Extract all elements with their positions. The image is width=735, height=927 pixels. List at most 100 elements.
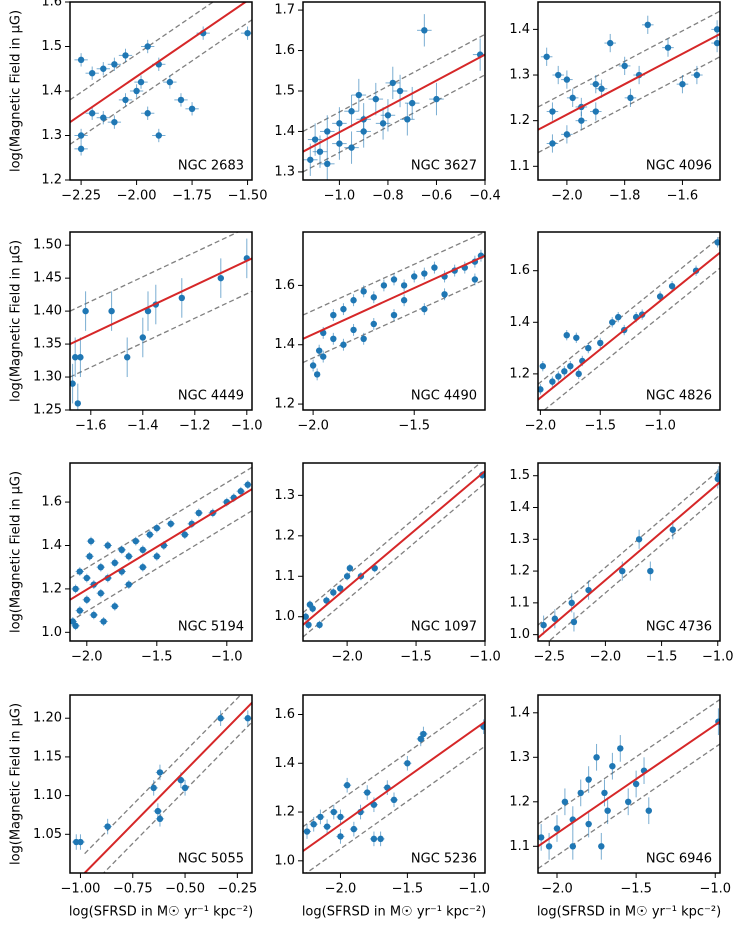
point (111, 61, 118, 68)
band-upper (303, 696, 485, 828)
panel: −1.6 −1.4 −1.2 −1.0 1.25 1.30 1.35 1.40 1.45 1.50… (9, 231, 263, 434)
galaxy-label: NGC 3627 (411, 159, 477, 174)
point (97, 590, 105, 597)
fit-line (70, 488, 252, 601)
y-tick-label: 1.35 (33, 337, 62, 352)
point (404, 116, 411, 123)
point (146, 531, 153, 538)
plot-area (303, 696, 485, 873)
y-axis-label: log(Magnetic Field in μG) (9, 10, 24, 172)
point (177, 776, 185, 784)
point (343, 573, 351, 580)
plot-area (70, 2, 252, 156)
y-tick-label: 1.2 (509, 794, 530, 809)
x-tick-label: −1.75 (172, 189, 212, 204)
point (150, 784, 157, 792)
y-tick-label: 1.6 (274, 707, 295, 722)
point (125, 581, 132, 588)
point (137, 78, 145, 86)
fit-line (303, 721, 485, 852)
point (315, 347, 323, 354)
galaxy-label: NGC 4096 (646, 159, 712, 174)
point (153, 524, 160, 532)
point (111, 118, 118, 126)
point (77, 132, 85, 139)
point (621, 62, 628, 70)
point (577, 789, 584, 797)
point (181, 784, 189, 792)
panel: −2.0 −1.5 −1.0 1.0 1.2 1.4 1.6 NGC 5194 log(Magn… (9, 462, 253, 665)
point (83, 596, 91, 603)
point (76, 607, 84, 614)
band-upper (538, 698, 720, 825)
band-upper (303, 463, 482, 614)
point (379, 120, 387, 127)
point (156, 769, 164, 776)
point (320, 353, 327, 360)
y-tick-label: 1.20 (33, 711, 62, 726)
point (555, 71, 562, 79)
point (244, 715, 252, 722)
band-upper (538, 10, 720, 108)
point (585, 586, 592, 594)
point (619, 567, 626, 575)
y-tick-label: 1.4 (41, 538, 62, 553)
x-tick-label: −1.5 (646, 650, 678, 665)
galaxy-label: NGC 6946 (646, 852, 712, 867)
point (244, 29, 251, 37)
point (607, 39, 614, 47)
point (111, 559, 119, 567)
point (431, 264, 438, 271)
galaxy-label: NGC 5236 (411, 852, 477, 867)
x-axis-label: log(SFRSD in M☉ yr⁻¹ kpc⁻²) (69, 905, 253, 920)
x-tick-label: −1.5 (584, 419, 616, 434)
point (668, 282, 676, 290)
plot-area (303, 14, 485, 180)
band-lower (538, 743, 720, 870)
point (311, 136, 319, 143)
point (609, 763, 616, 770)
y-tick-label: 1.6 (41, 0, 62, 10)
y-axis-label: log(Magnetic Field in μG) (9, 471, 24, 633)
point (323, 823, 331, 830)
point (390, 276, 398, 283)
point (543, 53, 550, 60)
x-tick-label: −1.0 (699, 882, 731, 897)
point (563, 76, 571, 83)
point (139, 563, 146, 571)
band-lower (102, 721, 252, 873)
point (77, 838, 84, 846)
point (77, 354, 84, 361)
x-tick-label: −1.5 (141, 650, 173, 665)
point (645, 807, 652, 814)
x-tick-label: −1.0 (469, 650, 501, 665)
point (77, 56, 85, 64)
point (348, 108, 355, 115)
point (364, 789, 371, 796)
plot-area (72, 695, 252, 873)
y-axis-label: log(Magnetic Field in μG) (9, 240, 24, 402)
point (551, 615, 559, 622)
fit-line (70, 2, 248, 123)
point (125, 553, 132, 560)
point (350, 326, 357, 334)
x-tick-label: −0.75 (113, 882, 153, 897)
point (417, 735, 424, 743)
point (76, 568, 84, 575)
plot-area (70, 232, 252, 410)
band-upper (303, 33, 485, 133)
y-tick-label: 1.4 (274, 756, 295, 771)
point (309, 605, 316, 612)
panel: −2.0 −1.5 −1.0 1.1 1.2 1.3 1.4 NGC 6946 log(SFRS… (509, 694, 731, 920)
point (598, 843, 605, 850)
x-tick-label: −2.0 (325, 882, 357, 897)
panel: −2.0 −1.8 −1.6 1.1 1.2 1.3 1.4 NGC 4096 (509, 1, 721, 204)
y-tick-label: 1.2 (509, 113, 530, 128)
frame (69, 462, 253, 642)
point (380, 282, 388, 289)
fit-line (538, 720, 720, 848)
point (100, 114, 107, 121)
point (553, 825, 561, 832)
point (421, 305, 428, 313)
fit-line (303, 470, 485, 626)
